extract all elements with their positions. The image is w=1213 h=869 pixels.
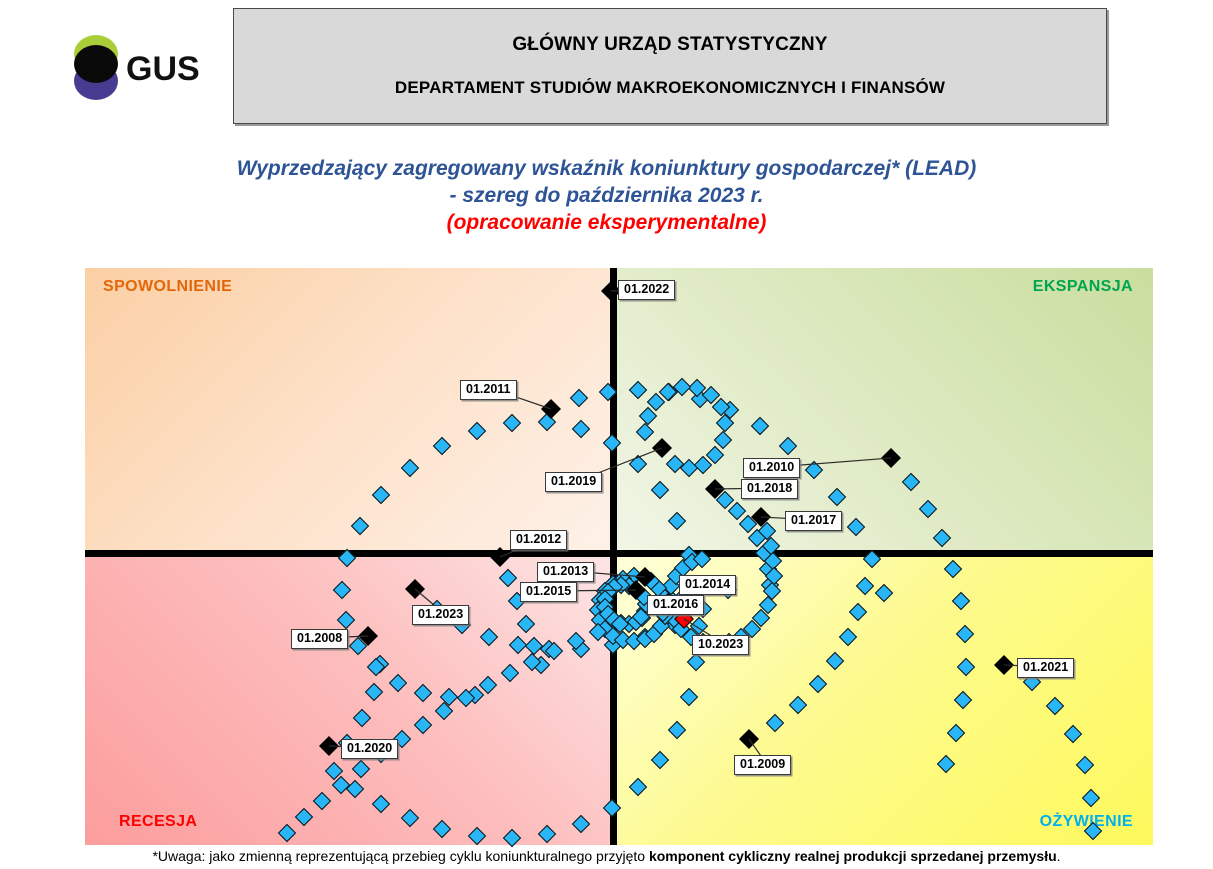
axis-tick xyxy=(1042,550,1048,556)
gus-logo-text: GUS xyxy=(126,50,200,88)
data-label-01-2019: 01.2019 xyxy=(545,472,603,493)
data-label-01-2023: 01.2023 xyxy=(412,605,470,626)
data-label-01-2022: 01.2022 xyxy=(618,280,676,301)
axis-tick xyxy=(610,505,616,511)
axis-tick xyxy=(610,715,616,721)
data-label-01-2020: 01.2020 xyxy=(341,739,399,760)
quadrant-expansion xyxy=(613,268,1153,553)
data-label-01-2009: 01.2009 xyxy=(734,755,792,776)
data-label-01-2013: 01.2013 xyxy=(537,562,595,583)
data-label-01-2014: 01.2014 xyxy=(679,575,737,596)
data-label-01-2021: 01.2021 xyxy=(1017,658,1075,679)
data-label-01-2018: 01.2018 xyxy=(741,479,799,500)
data-label-01-2011: 01.2011 xyxy=(460,380,517,401)
chart-title-line3: (opracowanie eksperymentalne) xyxy=(446,210,767,234)
business-cycle-clock-chart: SPOWOLNIENIE EKSPANSJA RECESJA OŻYWIENIE… xyxy=(85,268,1153,848)
data-label-01-2008: 01.2008 xyxy=(291,629,349,650)
footnote-suffix: . xyxy=(1056,848,1061,864)
header-title-box: GŁÓWNY URZĄD STATYSTYCZNY DEPARTAMENT ST… xyxy=(233,8,1107,124)
institution-name: GŁÓWNY URZĄD STATYSTYCZNY xyxy=(512,34,828,55)
data-label-01-2016: 01.2016 xyxy=(647,595,705,616)
axis-tick xyxy=(182,550,188,556)
axis-tick xyxy=(610,415,616,421)
chart-title-line1: Wyprzedzający zagregowany wskaźnik koniu… xyxy=(236,157,977,180)
department-name: DEPARTAMENT STUDIÓW MAKROEKONOMICZNYCH I… xyxy=(394,78,946,97)
chart-title: Wyprzedzający zagregowany wskaźnik koniu… xyxy=(0,156,1213,237)
axis-tick xyxy=(782,550,788,556)
chart-title-line2: - szereg do października 2023 r. xyxy=(449,183,764,207)
data-label-01-2012: 01.2012 xyxy=(510,530,568,551)
quadrant-label-recession: RECESJA xyxy=(119,813,198,830)
axis-tick xyxy=(1142,550,1148,556)
axis-tick xyxy=(312,550,318,556)
horizontal-axis xyxy=(85,550,1153,557)
axis-tick xyxy=(912,550,918,556)
axis-tick xyxy=(442,550,448,556)
gus-logo-mark: GUS xyxy=(74,35,200,100)
footnote-bold: komponent cykliczny realnej produkcji sp… xyxy=(648,848,1057,864)
data-label-10-2023: 10.2023 xyxy=(692,635,750,656)
quadrant-label-expansion: EKSPANSJA xyxy=(1032,278,1133,295)
data-label-01-2010: 01.2010 xyxy=(743,458,801,479)
data-label-01-2017: 01.2017 xyxy=(785,511,843,532)
quadrant-label-slowdown: SPOWOLNIENIE xyxy=(103,278,233,295)
footnote-prefix: *Uwaga: jako zmienną reprezentującą prze… xyxy=(152,848,649,864)
quadrant-label-recovery: OŻYWIENIE xyxy=(1039,813,1133,830)
leader-lines xyxy=(323,288,1050,765)
gus-logo: GUS xyxy=(62,26,212,108)
page-header: GUS GŁÓWNY URZĄD STATYSTYCZNY DEPARTAMEN… xyxy=(0,0,1213,132)
axis-tick xyxy=(610,325,616,331)
quadrant-slowdown xyxy=(85,268,613,553)
data-label-01-2015: 01.2015 xyxy=(520,582,578,603)
footnote: *Uwaga: jako zmienną reprezentującą prze… xyxy=(0,848,1213,864)
